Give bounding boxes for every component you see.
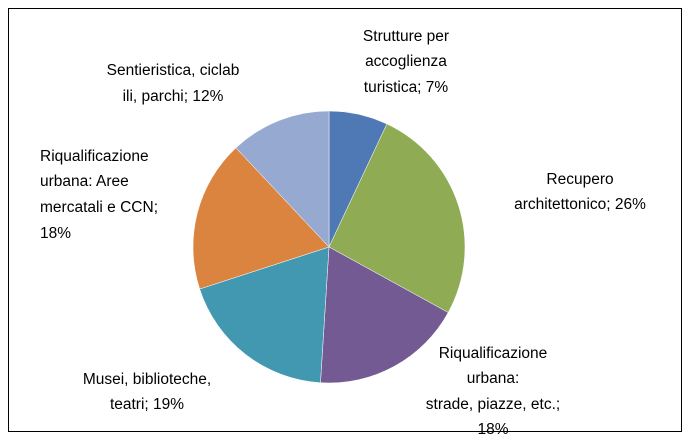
pie-slice	[328, 123, 466, 313]
data-label: architettonico; 26%	[514, 196, 646, 213]
data-label: strade, piazze, etc.;	[426, 396, 560, 413]
pie-slice	[235, 110, 330, 248]
data-label: urbana: Aree	[40, 173, 129, 190]
data-label: teatri; 19%	[110, 396, 184, 413]
data-label: Riqualificazione	[40, 148, 149, 165]
data-label: Riqualificazione	[439, 345, 548, 362]
data-label: turistica; 7%	[364, 79, 449, 96]
data-label: Recupero	[546, 171, 613, 188]
data-label: 18%	[477, 421, 508, 438]
data-label: urbana:	[467, 370, 520, 387]
data-label: Strutture per	[363, 28, 449, 45]
pie-slice	[199, 246, 330, 383]
data-label: Musei, biblioteche,	[83, 371, 211, 388]
data-label: accoglienza	[365, 53, 447, 70]
data-label: Sentieristica, ciclab	[107, 62, 240, 79]
pie-slice	[320, 246, 449, 384]
pie-slice	[192, 147, 330, 290]
data-label: 18%	[40, 225, 71, 242]
data-label: ili, parchi; 12%	[123, 88, 224, 105]
data-label: mercatali e CCN;	[40, 199, 158, 216]
